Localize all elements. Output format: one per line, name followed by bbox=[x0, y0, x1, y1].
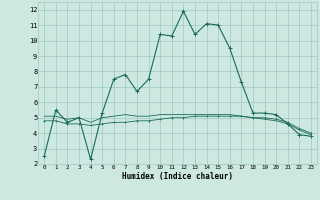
X-axis label: Humidex (Indice chaleur): Humidex (Indice chaleur) bbox=[122, 172, 233, 181]
